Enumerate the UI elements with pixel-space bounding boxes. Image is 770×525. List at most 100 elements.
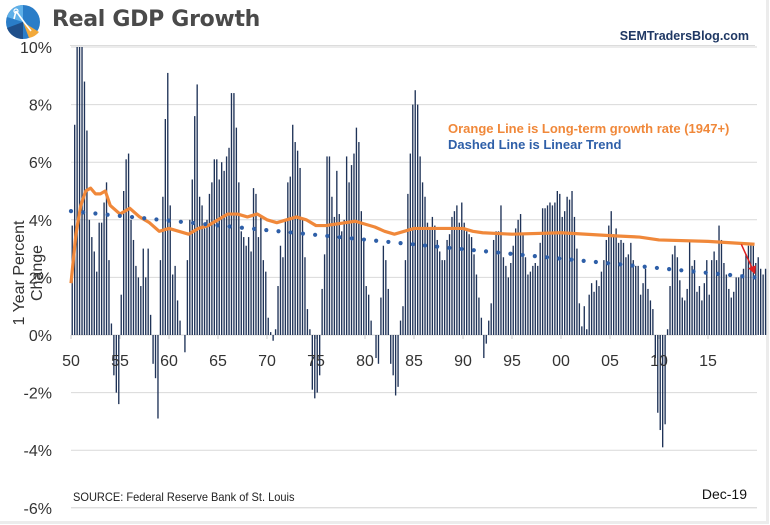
gdp-bar	[118, 335, 120, 405]
gdp-bar	[581, 326, 583, 335]
gdp-bar	[451, 216, 453, 335]
gdp-bar	[647, 288, 649, 335]
gdp-bar	[407, 193, 409, 335]
gdp-bar	[463, 222, 465, 335]
gdp-bar	[443, 260, 446, 335]
gdp-bar	[301, 219, 304, 335]
gdp-bar	[147, 248, 149, 335]
gdp-bar	[225, 156, 228, 335]
gdp-bar	[409, 153, 411, 335]
gdp-bar	[306, 309, 309, 335]
gdp-bar	[296, 150, 299, 335]
trend-dot	[361, 237, 367, 242]
gdp-bar	[270, 332, 272, 335]
trend-dot	[618, 262, 623, 267]
gdp-bar	[593, 291, 595, 335]
gdp-bar	[740, 274, 742, 335]
gdp-bar	[666, 329, 669, 335]
down-arrow-icon	[740, 243, 754, 271]
trend-dot	[728, 272, 733, 278]
gdp-bar	[179, 320, 181, 335]
gdp-bar	[235, 127, 238, 335]
gdp-bar	[659, 335, 661, 431]
gdp-bar	[571, 191, 573, 335]
gdp-bar	[208, 193, 211, 335]
gdp-bar	[735, 277, 737, 335]
gdp-bar	[556, 191, 558, 335]
gdp-bar	[385, 260, 387, 335]
header-divider	[70, 45, 755, 46]
gdp-bar	[505, 265, 507, 335]
gdp-bar	[350, 165, 353, 335]
gdp-bar	[245, 245, 247, 335]
trend-dot	[190, 220, 196, 226]
gdp-bar	[103, 202, 105, 335]
gdp-bar	[519, 214, 522, 335]
gdp-bar	[541, 208, 544, 335]
gdp-bar	[198, 196, 201, 335]
trend-dot	[654, 265, 660, 271]
gdp-bar	[747, 245, 750, 335]
gdp-bar	[568, 199, 571, 335]
gdp-bar	[319, 335, 321, 376]
site-link[interactable]: SEMTradersBlog.com	[619, 29, 749, 43]
gdp-bar	[186, 260, 189, 335]
gdp-bar	[336, 170, 338, 335]
gdp-bar	[439, 251, 441, 335]
gdp-bar	[191, 179, 193, 335]
gdp-bar	[110, 323, 113, 335]
gdp-bar	[304, 257, 306, 335]
gdp-bar	[466, 231, 468, 335]
gdp-bar	[613, 234, 615, 335]
gdp-bar	[480, 317, 483, 335]
gdp-bar	[490, 303, 492, 335]
trend-dot	[300, 231, 306, 236]
gdp-bar	[559, 193, 561, 335]
gdp-bar	[635, 265, 637, 335]
gdp-bar	[578, 303, 581, 335]
trend-dot	[142, 216, 147, 221]
gdp-bar	[453, 211, 456, 335]
gdp-bar	[752, 245, 754, 335]
trend-dot	[667, 267, 672, 272]
gdp-bar	[760, 268, 762, 335]
gdp-bar	[399, 320, 402, 335]
trend-dot	[239, 225, 244, 230]
gdp-bar	[218, 179, 220, 335]
y-tick-label: -6%	[24, 501, 52, 518]
gdp-bar	[561, 216, 563, 335]
gdp-bar	[691, 265, 693, 335]
gdp-bar	[368, 294, 370, 335]
trend-dot	[691, 269, 696, 274]
gdp-bar	[164, 119, 166, 335]
gdp-bar	[201, 205, 203, 335]
gdp-bar	[81, 47, 83, 335]
gdp-bar	[708, 294, 710, 335]
trend-dot	[215, 223, 220, 228]
gdp-bar	[162, 196, 164, 335]
x-tick-label: 90	[454, 353, 472, 370]
gdp-bar	[431, 216, 434, 335]
gdp-bar	[703, 283, 705, 335]
gdp-bar	[176, 300, 179, 335]
gdp-bar	[76, 47, 78, 335]
gdp-bar	[524, 257, 527, 335]
gdp-bar	[436, 239, 438, 335]
gdp-bar	[733, 291, 735, 335]
trend-dot	[154, 217, 159, 222]
gdp-bar	[610, 211, 612, 335]
gdp-bar	[421, 182, 424, 335]
gdp-bar	[730, 297, 732, 335]
gdp-bar	[91, 237, 93, 335]
gdp-bar	[527, 274, 529, 335]
gdp-bar	[684, 300, 686, 335]
gdp-bar	[586, 329, 588, 335]
gdp-bar	[392, 335, 394, 376]
trend-dot	[68, 209, 74, 214]
x-tick-label: 10	[650, 353, 668, 370]
gdp-bar	[314, 335, 316, 399]
gdp-bar	[355, 127, 358, 335]
trend-dot	[313, 232, 318, 237]
gdp-bar	[394, 335, 397, 396]
gdp-bar	[323, 254, 326, 335]
